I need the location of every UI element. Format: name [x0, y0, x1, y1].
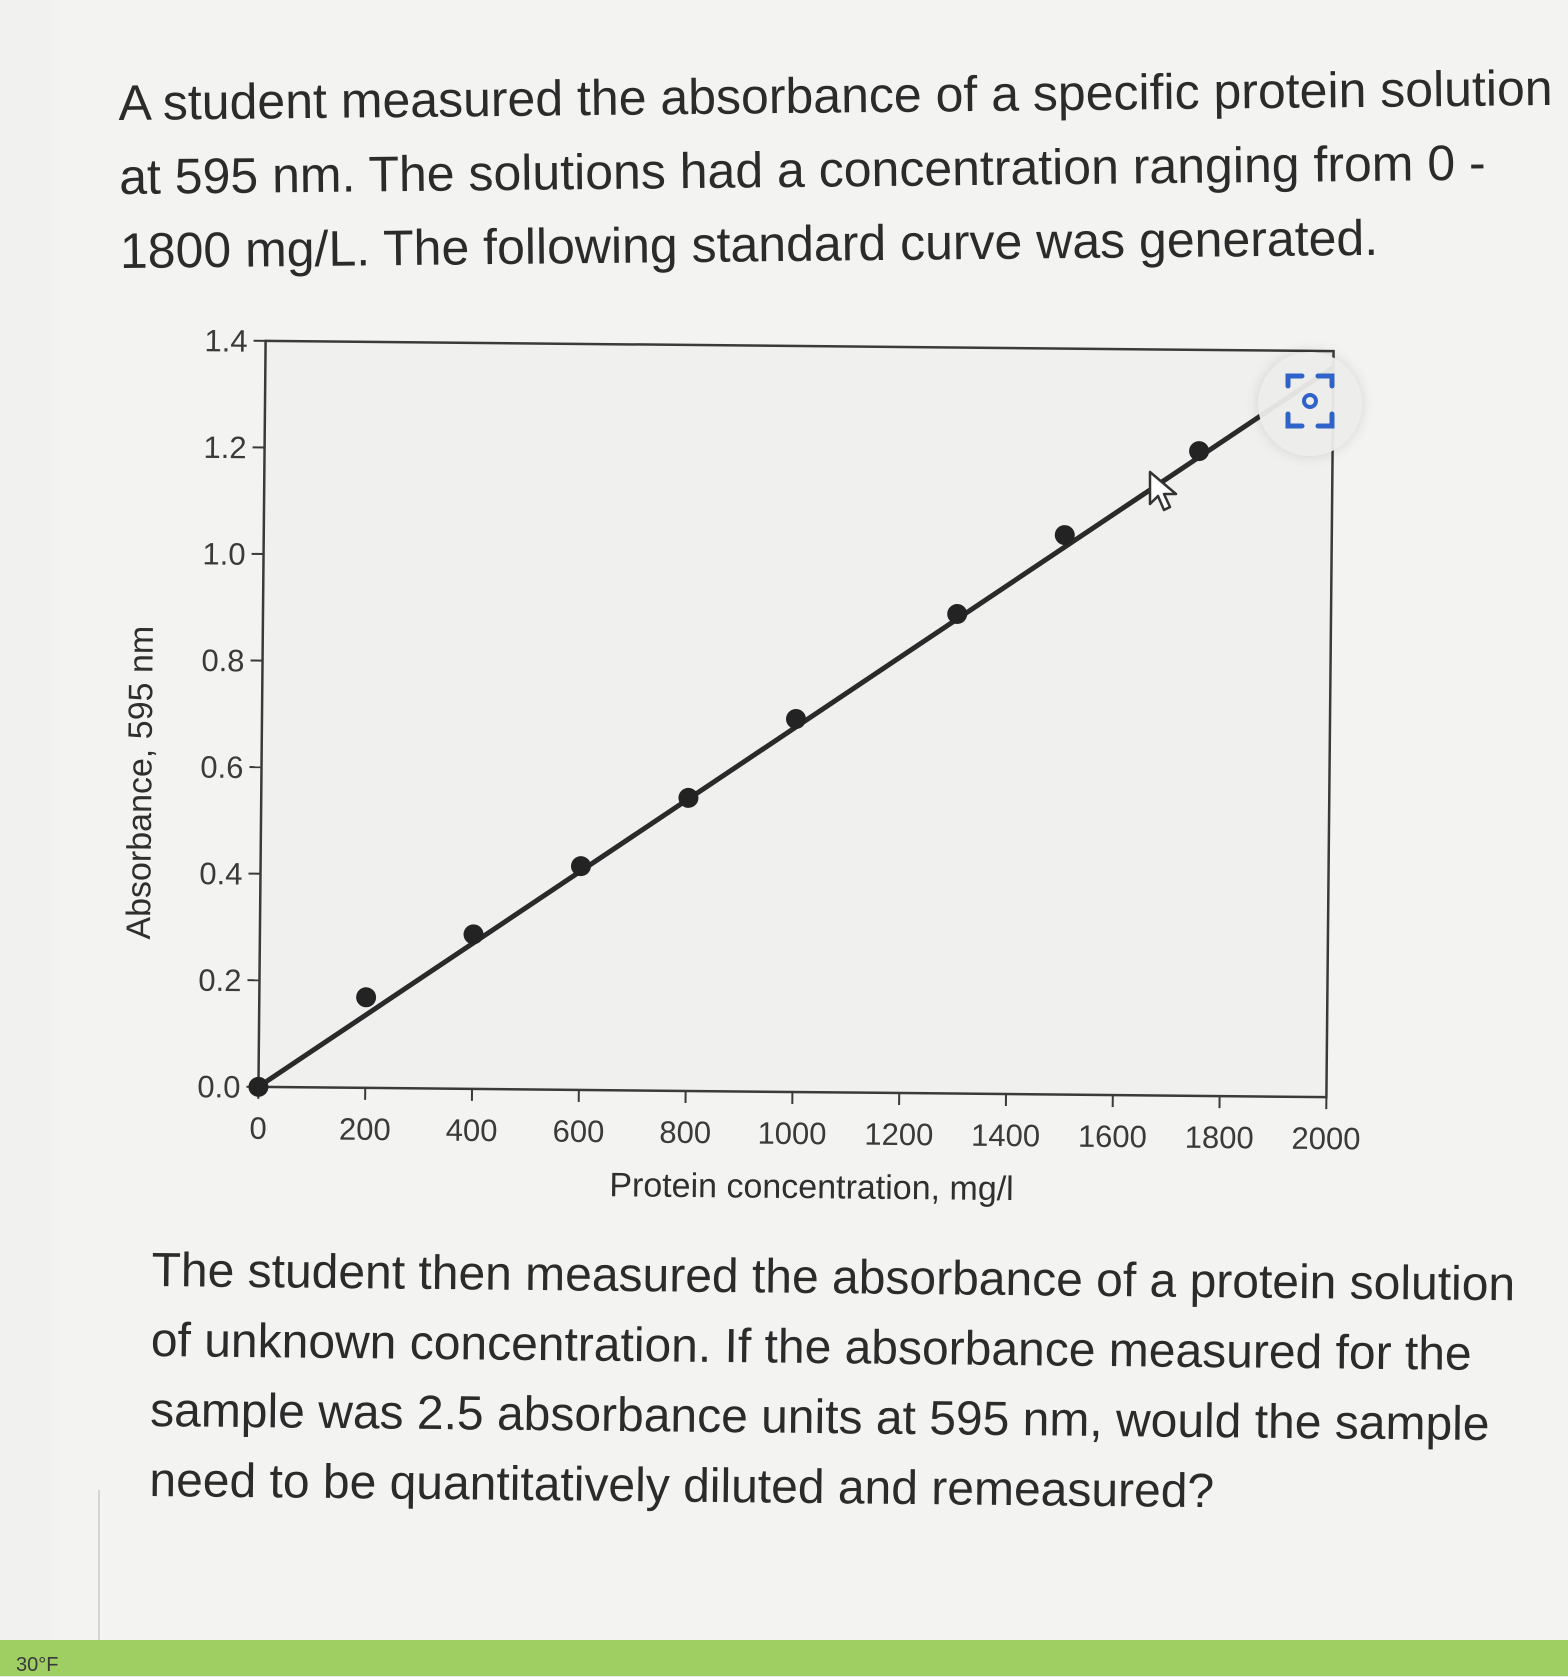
x-tick-label: 600 [552, 1114, 604, 1149]
x-axis-label: Protein concentration, mg/l [609, 1166, 1014, 1208]
x-tick-label: 1800 [1185, 1120, 1254, 1156]
data-point [248, 1077, 268, 1097]
y-tick-label: 1.0 [202, 536, 245, 571]
x-tick-label: 200 [339, 1112, 391, 1147]
y-tick-label: 0.8 [201, 643, 244, 678]
data-point [571, 856, 591, 876]
data-point [1189, 441, 1209, 461]
y-tick-label: 0.4 [199, 856, 242, 891]
taskbar: 30°F [0, 1640, 1568, 1676]
x-tick-label: 1600 [1078, 1119, 1147, 1155]
x-tick-label: 0 [249, 1111, 267, 1146]
data-point [678, 788, 698, 808]
x-tick-label: 1200 [864, 1117, 933, 1153]
x-tick-label: 1000 [757, 1116, 826, 1152]
y-tick-label: 0.6 [200, 750, 243, 785]
x-tick-label: 1400 [971, 1118, 1040, 1154]
data-point [786, 709, 806, 729]
data-point [463, 924, 483, 944]
y-tick-label: 0.2 [198, 963, 241, 998]
camera-focus-icon [1258, 352, 1362, 456]
data-point [1055, 525, 1075, 545]
data-point [356, 987, 376, 1007]
data-point [947, 604, 967, 624]
x-tick-label: 800 [659, 1115, 711, 1150]
x-tick-label: 2000 [1291, 1121, 1360, 1157]
mouse-pointer-icon [1146, 470, 1186, 516]
y-tick-label: 1.2 [203, 430, 246, 465]
y-axis-label: Absorbance, 595 nm [120, 626, 161, 940]
plot-group: 0.0 0.2 0.4 0.6 0.8 1.0 1.2 1.4 0 200 400 600 800 100… [117, 323, 1368, 1212]
x-tick-label: 400 [446, 1113, 498, 1148]
y-tick-label: 1.4 [204, 323, 247, 358]
focus-badge[interactable] [1258, 352, 1362, 456]
y-tick-label: 0.0 [197, 1069, 240, 1104]
taskbar-temperature: 30°F [16, 1654, 58, 1677]
followup-question-text: The student then measured the absorbance… [149, 1236, 1552, 1531]
